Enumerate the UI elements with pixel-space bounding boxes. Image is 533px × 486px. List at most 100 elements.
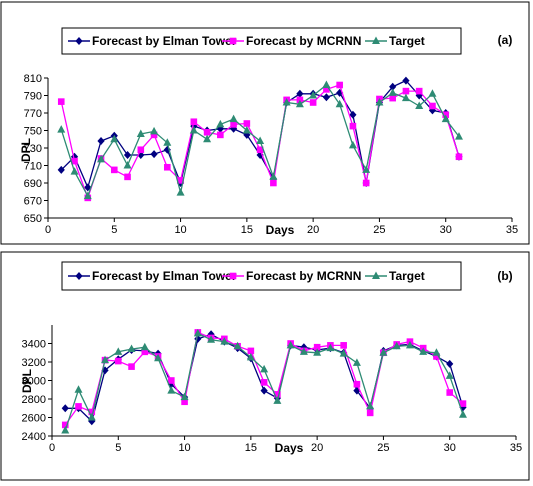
- data-point: [459, 400, 467, 407]
- data-point: [309, 99, 317, 106]
- data-point: [203, 128, 211, 136]
- x-axis-title: Days: [266, 223, 295, 237]
- series-2: [57, 80, 463, 200]
- y-tick-label: 3000: [22, 376, 46, 388]
- data-point: [181, 398, 188, 406]
- data-point: [217, 131, 224, 139]
- y-axis-title: DPL: [20, 369, 34, 393]
- data-point: [415, 87, 423, 95]
- data-point: [61, 421, 69, 429]
- data-point: [180, 392, 189, 401]
- legend: Forecast by Elman Tower Forecast by MCRNN…: [61, 27, 462, 55]
- x-tick-label: 15: [245, 442, 257, 454]
- x-tick-label: 10: [178, 442, 190, 454]
- data-point: [141, 348, 149, 356]
- data-point: [458, 410, 467, 418]
- data-point: [339, 349, 348, 357]
- data-point: [123, 151, 132, 159]
- data-point: [309, 91, 318, 99]
- data-point: [256, 151, 264, 159]
- data-point: [176, 188, 185, 196]
- data-point: [110, 166, 118, 174]
- data-point: [190, 118, 198, 126]
- data-point: [353, 380, 361, 388]
- y-tick-label: 670: [24, 196, 42, 208]
- data-point: [167, 386, 176, 394]
- y-tick-label: 810: [24, 73, 42, 85]
- legend-item: Forecast by Elman Tower: [68, 269, 237, 283]
- y-tick-label: 710: [24, 161, 42, 173]
- data-point: [74, 385, 83, 393]
- data-point: [366, 401, 375, 410]
- legend-item: Forecast by Elman Tower: [68, 34, 237, 48]
- series-1: [57, 81, 463, 202]
- legend-swatch-marker: [75, 37, 83, 45]
- data-point: [269, 172, 278, 180]
- data-point: [296, 89, 304, 98]
- x-tick-label: 20: [307, 224, 319, 236]
- data-point: [61, 404, 69, 413]
- data-point: [256, 136, 265, 144]
- data-point: [97, 137, 105, 145]
- data-point: [97, 154, 106, 163]
- data-point: [127, 344, 136, 353]
- data-point: [322, 93, 330, 102]
- data-point: [388, 88, 397, 96]
- data-point: [150, 126, 159, 135]
- data-point: [362, 165, 371, 173]
- data-point: [230, 121, 237, 128]
- data-point: [352, 358, 361, 366]
- data-point: [128, 363, 135, 370]
- data-point: [286, 340, 295, 349]
- data-point: [405, 340, 414, 349]
- x-tick-label: 30: [440, 224, 452, 236]
- data-point: [419, 347, 428, 355]
- data-point: [137, 146, 145, 154]
- legend-item: Forecast by MCRNN: [222, 269, 361, 283]
- data-point: [362, 179, 370, 187]
- data-point: [353, 386, 361, 395]
- series-2: [61, 328, 467, 434]
- legend-label: Target: [389, 269, 425, 283]
- y-tick-label: 790: [24, 91, 42, 103]
- data-point: [70, 167, 79, 175]
- y-tick-label: 2600: [22, 413, 46, 425]
- legend-swatch-marker: [229, 272, 237, 280]
- x-tick-label: 25: [373, 224, 385, 236]
- data-point: [375, 98, 384, 106]
- legend-swatch-marker: [372, 271, 380, 279]
- x-tick-label: 10: [174, 224, 186, 236]
- legend-label: Forecast by Elman Tower: [92, 34, 237, 48]
- data-point: [75, 403, 82, 410]
- data-point: [229, 114, 238, 123]
- x-tick-label: 35: [506, 224, 518, 236]
- data-point: [274, 391, 281, 398]
- data-point: [154, 353, 163, 362]
- data-point: [335, 99, 344, 108]
- data-point: [428, 89, 437, 97]
- data-point: [256, 146, 264, 154]
- data-point: [220, 337, 229, 345]
- data-point: [445, 371, 454, 379]
- data-point: [163, 138, 172, 146]
- data-point: [326, 343, 335, 352]
- legend-label: Forecast by Elman Tower: [92, 269, 237, 283]
- legend-label: Forecast by MCRNN: [246, 34, 361, 48]
- data-point: [441, 114, 450, 123]
- data-point: [101, 355, 110, 364]
- legend-label: Target: [389, 34, 425, 48]
- legend-swatch-marker: [229, 37, 237, 45]
- data-point: [336, 88, 344, 97]
- data-point: [402, 76, 410, 85]
- data-point: [260, 379, 268, 386]
- x-axis-title: Days: [275, 441, 304, 455]
- data-point: [71, 157, 78, 165]
- legend-swatch-marker: [75, 272, 83, 280]
- data-point: [299, 347, 308, 355]
- data-point: [242, 126, 251, 134]
- data-point: [124, 173, 131, 181]
- data-point: [57, 98, 65, 105]
- data-point: [243, 120, 251, 127]
- y-tick-label: 730: [24, 143, 42, 155]
- data-point: [83, 191, 92, 200]
